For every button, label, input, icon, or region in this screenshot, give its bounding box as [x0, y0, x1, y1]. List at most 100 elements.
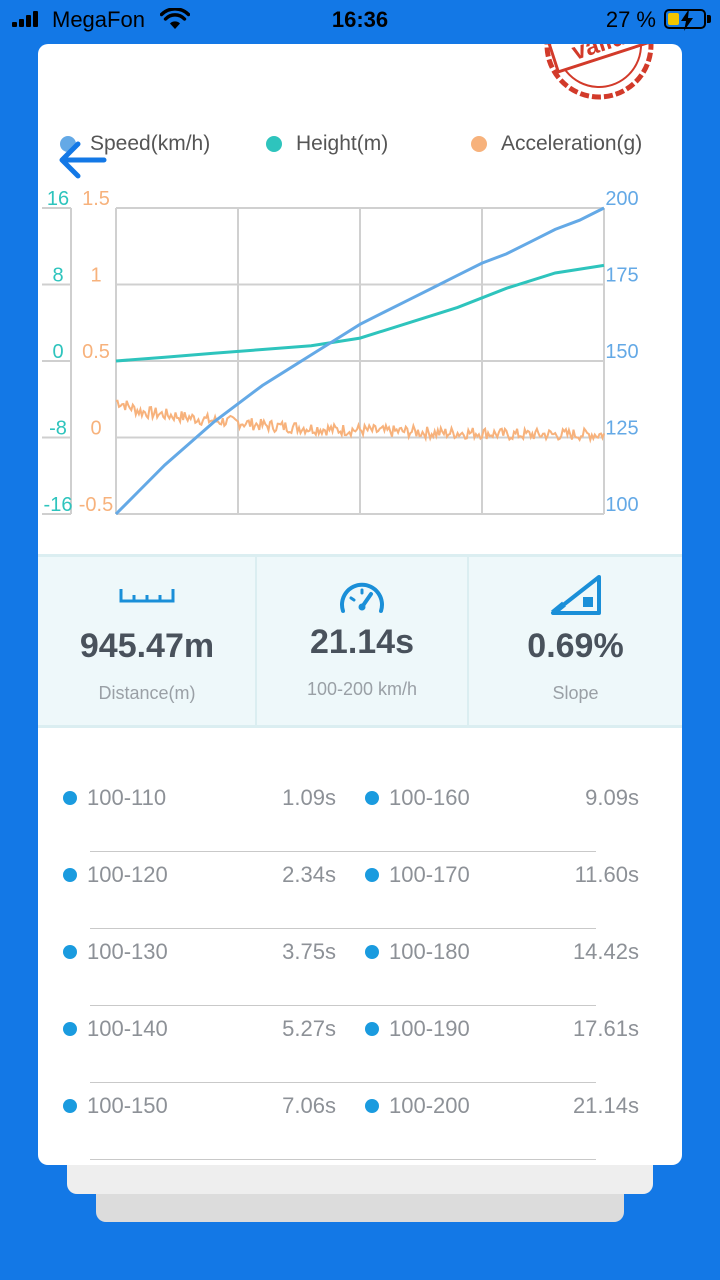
charging-bolt-icon: [681, 9, 693, 31]
acceleration-axis-ticks: 1.5 1 0.5 0 -0.5: [79, 188, 113, 516]
height-tick-label: -16: [44, 494, 73, 516]
split-time: 5.27s: [282, 1016, 336, 1041]
acceleration-tick-label: -0.5: [79, 494, 113, 516]
speed-axis-ticks: 200 175 150 125 100: [605, 188, 638, 516]
stat-slope: 0.69% Slope: [469, 557, 682, 725]
slope-icon: [550, 575, 601, 615]
bullet-dot: [63, 1099, 77, 1113]
split-row: 100-120 2.34s 100-170 11.60s: [38, 851, 682, 929]
split-item-left: 100-110: [63, 774, 166, 822]
split-range: 100-140: [87, 1016, 168, 1041]
stats-panel: 945.47m Distance(m) 21.14s 100-200 km/h …: [38, 554, 682, 728]
speed-tick-label: 125: [605, 418, 638, 440]
card-shadow-back: [96, 1190, 624, 1222]
split-time: 9.09s: [585, 785, 639, 810]
split-range: 100-190: [389, 1016, 470, 1041]
chart-legend: Speed(km/h) Height(m) Acceleration(g): [38, 132, 682, 162]
stat-value: 945.47m: [79, 627, 215, 665]
speed-tick-label: 175: [605, 265, 638, 287]
chart-grid: [115, 207, 605, 515]
split-time: 1.09s: [282, 785, 336, 810]
split-item-right: 100-170: [365, 851, 470, 899]
stat-distance: 945.47m Distance(m): [38, 557, 256, 725]
stat-time: 21.14s 100-200 km/h: [257, 557, 467, 725]
split-item-left: 100-140: [63, 1005, 168, 1053]
split-row: 100-110 1.09s 100-160 9.09s: [38, 774, 682, 852]
legend-acceleration: Acceleration(g): [471, 132, 642, 156]
stat-label: 100-200 km/h: [306, 679, 418, 699]
acceleration-series-line: [115, 399, 605, 444]
height-series-line: [115, 263, 605, 363]
height-tick-label: -8: [49, 418, 67, 440]
acceleration-tick-label: 1.5: [82, 188, 110, 210]
split-time: 17.61s: [572, 1016, 639, 1041]
status-bar: MegaFon 16:36 27 %: [0, 0, 720, 40]
acceleration-tick-label: 0.5: [82, 341, 110, 363]
height-axis-ticks: 16 8 0 -8 -16: [44, 188, 73, 516]
split-item-right: 100-160: [365, 774, 470, 822]
split-time: 2.34s: [282, 862, 336, 887]
speed-tick-label: 100: [605, 494, 638, 516]
stat-label: Slope: [552, 683, 599, 703]
split-range: 100-180: [389, 939, 470, 964]
card-shadow-middle: [67, 1160, 653, 1194]
speed-tick-label: 150: [605, 341, 638, 363]
split-range: 100-150: [87, 1093, 168, 1118]
speed-series-line: [114, 206, 605, 516]
bullet-dot: [365, 868, 379, 882]
split-range: 100-160: [389, 785, 470, 810]
split-item-right: 100-200: [365, 1082, 470, 1130]
stat-value: 21.14s: [310, 623, 414, 661]
stamp-text: valid: [569, 44, 629, 66]
split-item-right: 100-180: [365, 928, 470, 976]
row-divider: [90, 851, 596, 852]
battery-icon: [664, 9, 706, 31]
split-item-left: 100-130: [63, 928, 168, 976]
split-item-right: 100-190: [365, 1005, 470, 1053]
legend-height: Height(m): [266, 132, 388, 156]
split-time: 21.14s: [572, 1093, 639, 1118]
row-divider: [90, 928, 596, 929]
split-range: 100-170: [389, 862, 470, 887]
height-tick-label: 0: [52, 341, 63, 363]
stat-label: Distance(m): [98, 683, 196, 703]
battery-cap: [707, 15, 711, 23]
left-axis-lines: [42, 207, 72, 515]
split-row: 100-150 7.06s 100-200 21.14s: [38, 1082, 682, 1160]
split-time: 14.42s: [572, 939, 639, 964]
clock: 16:36: [331, 7, 389, 32]
stat-divider: [255, 557, 257, 725]
stat-value: 0.69%: [527, 627, 624, 665]
bullet-dot: [365, 1099, 379, 1113]
split-time: 7.06s: [282, 1093, 336, 1118]
split-range: 100-200: [389, 1093, 470, 1118]
cellular-signal-icon: [12, 11, 38, 27]
valid-stamp: valid: [544, 44, 654, 100]
split-range: 100-120: [87, 862, 168, 887]
acceleration-tick-label: 0: [90, 418, 101, 440]
speed-height-acceleration-chart: 16 8 0 -8 -16 1.5 1 0.5 0 -0.5 200 175 150 125 100: [42, 188, 639, 516]
split-row: 100-140 5.27s 100-190 17.61s: [38, 1005, 682, 1083]
split-range: 100-130: [87, 939, 168, 964]
bullet-dot: [63, 1022, 77, 1036]
carrier-name: MegaFon: [52, 7, 145, 32]
ruler-icon: [119, 589, 175, 603]
row-divider: [90, 1082, 596, 1083]
legend-label: Acceleration(g): [501, 132, 643, 155]
bullet-dot: [365, 791, 379, 805]
split-item-left: 100-120: [63, 851, 168, 899]
speed-tick-label: 200: [605, 188, 638, 210]
battery-percent: 27 %: [605, 7, 656, 32]
acceleration-tick-label: 1: [90, 265, 101, 287]
height-tick-label: 16: [47, 188, 69, 210]
result-card: valid Speed(km/h) Height(m) Acceleration…: [38, 44, 682, 1165]
stat-divider: [467, 557, 469, 725]
split-item-left: 100-150: [63, 1082, 168, 1130]
bullet-dot: [63, 791, 77, 805]
split-range: 100-110: [87, 785, 167, 810]
wifi-icon: [160, 8, 190, 29]
back-arrow-icon[interactable]: [56, 140, 108, 180]
bullet-dot: [63, 945, 77, 959]
row-divider: [90, 1159, 596, 1160]
height-tick-label: 8: [52, 265, 63, 287]
